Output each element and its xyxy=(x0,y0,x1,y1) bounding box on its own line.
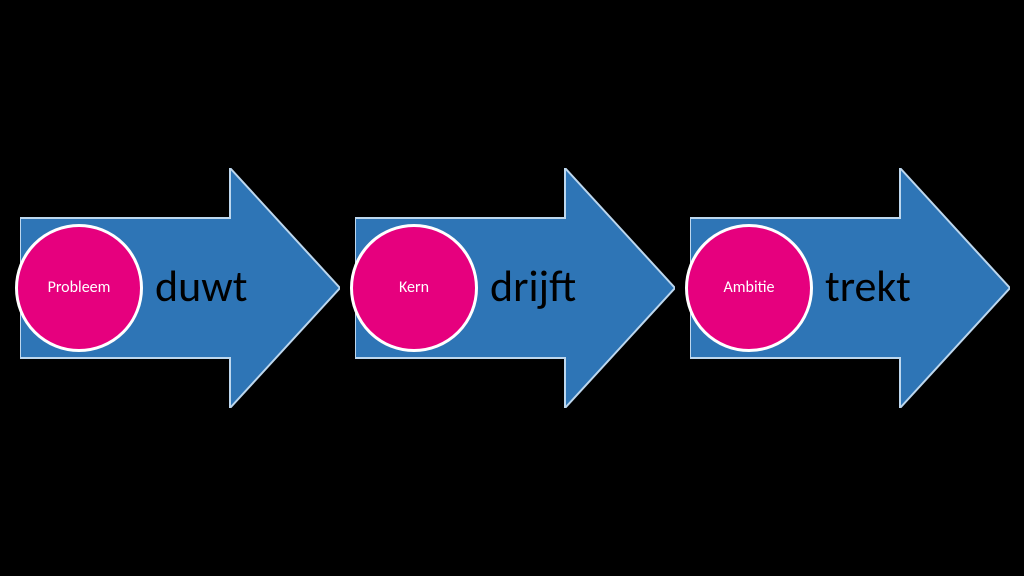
step-circle: Probleem xyxy=(15,224,143,352)
flow-step: duwt Probleem xyxy=(20,168,340,408)
step-circle: Kern xyxy=(350,224,478,352)
arrow-label: drijft xyxy=(490,264,576,308)
step-circle: Ambitie xyxy=(685,224,813,352)
diagram-canvas: duwt Probleem drijft Kern trekt Ambitie xyxy=(0,0,1024,576)
flow-step: trekt Ambitie xyxy=(690,168,1010,408)
arrow-label: trekt xyxy=(825,264,911,308)
circle-label: Probleem xyxy=(48,280,111,296)
circle-label: Kern xyxy=(399,280,429,296)
arrow-label: duwt xyxy=(155,264,248,308)
circle-label: Ambitie xyxy=(724,280,775,296)
flow-step: drijft Kern xyxy=(355,168,675,408)
